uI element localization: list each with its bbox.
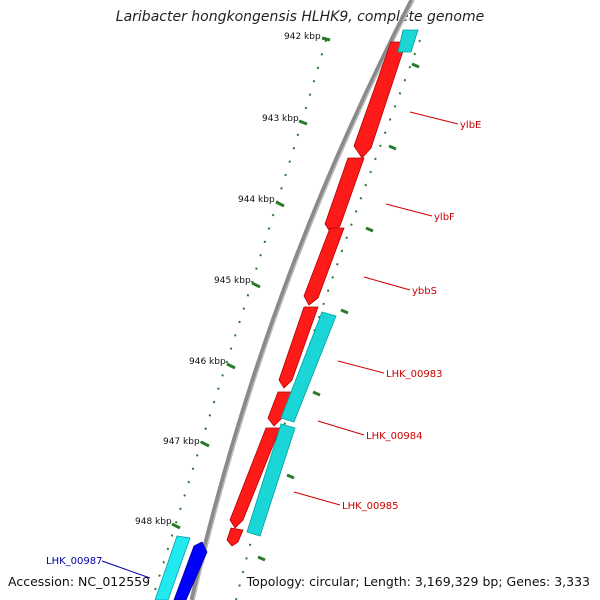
scale-label: 946 kbp	[189, 357, 226, 367]
gene-LHK-00985[interactable]	[229, 427, 281, 529]
gene-label-LHK-00984: LHK_00984	[366, 431, 422, 442]
gene-LHK-00987[interactable]	[173, 541, 208, 600]
gene-label-ylbE: ylbE	[460, 120, 481, 131]
gene-label-LHK-00983: LHK_00983	[386, 369, 442, 380]
gene-label-LHK-00985: LHK_00985	[342, 501, 398, 512]
gene-label-ylbF: ylbF	[434, 212, 455, 223]
scale-label: 945 kbp	[214, 276, 251, 286]
scale-label: 944 kbp	[238, 195, 275, 205]
cds-LHK-00987[interactable]	[154, 535, 191, 600]
scale-label: 942 kbp	[284, 32, 321, 42]
label-leaders	[101, 111, 459, 579]
reverse-features[interactable]	[154, 535, 208, 600]
gene-label-LHK-00987: LHK_00987	[46, 556, 102, 567]
gene-LHK-00984[interactable]	[267, 391, 293, 427]
scale-label: 948 kbp	[135, 517, 172, 527]
forward-genes[interactable]	[226, 41, 407, 547]
gene-ybbS[interactable]	[303, 227, 345, 306]
scale-label: 947 kbp	[163, 437, 200, 447]
map-title: Laribacter hongkongensis HLHK9, complete…	[115, 9, 485, 25]
cds-LHK-00983[interactable]	[280, 311, 337, 423]
gene-label-ybbS: ybbS	[412, 286, 437, 297]
forward-cds[interactable]	[246, 29, 419, 537]
scale-major-ticks	[171, 36, 331, 530]
summary-text: Topology: circular; Length: 3,169,329 bp…	[246, 574, 590, 589]
genome-backbone	[189, 0, 415, 600]
accession-text: Accession: NC_012559	[8, 574, 151, 589]
cds-LHK-00984[interactable]	[246, 423, 296, 537]
scale-label: 943 kbp	[262, 114, 299, 124]
cds-top[interactable]	[397, 29, 419, 53]
scale-arc-inner	[151, 39, 327, 600]
gene-LHK-00983[interactable]	[278, 306, 319, 389]
gene-small[interactable]	[226, 527, 244, 547]
scale-labels: 942 kbp 943 kbp 944 kbp 945 kbp 946 kbp …	[135, 32, 321, 527]
